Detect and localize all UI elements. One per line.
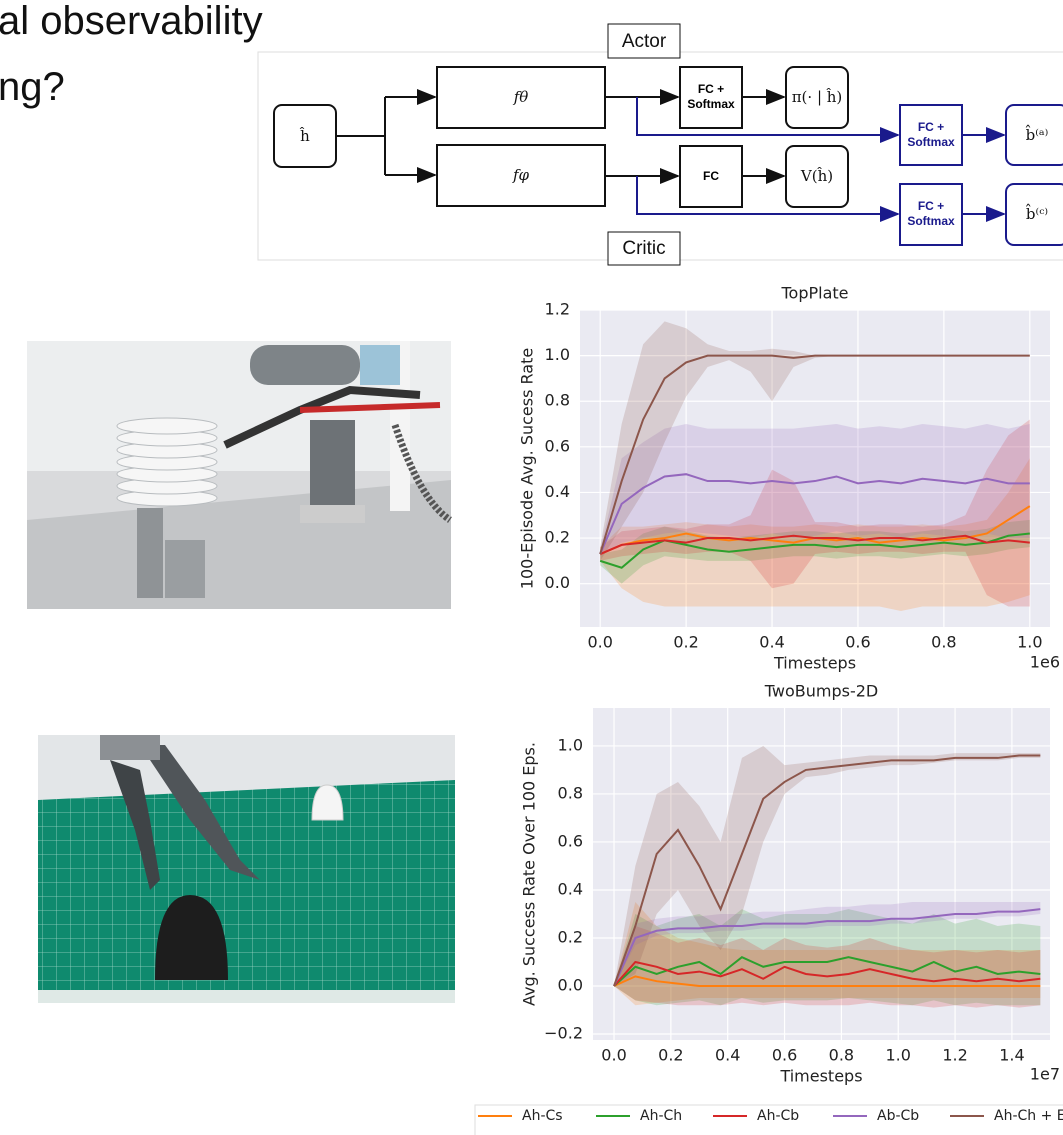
x-tick-label: 0.8 xyxy=(931,633,956,652)
photo-robot-plates xyxy=(27,341,451,609)
node-label: fφ xyxy=(512,166,530,184)
node-label: FC + xyxy=(918,120,944,134)
x-tick-label: 0.8 xyxy=(829,1046,854,1065)
x-tick-label: 0.2 xyxy=(658,1046,683,1065)
x-tick-label: 1.2 xyxy=(942,1046,967,1065)
node-label: FC xyxy=(703,169,719,183)
y-tick-label: 0.0 xyxy=(545,573,570,592)
legend-label: Ab-Cb xyxy=(877,1108,919,1124)
y-tick-label: 1.0 xyxy=(558,735,583,754)
node-label: fθ xyxy=(513,88,529,106)
slide-title: ng? xyxy=(0,65,65,109)
x-tick-label: 0.6 xyxy=(845,633,870,652)
node-label: Softmax xyxy=(907,135,955,149)
chart: −0.2 0.0 0.2 0.4 0.6 0.8 1.0 0.0 0.2 0.4 0.6 0.8 1.0… xyxy=(520,682,1061,1086)
node-label: π(· | ĥ) xyxy=(792,88,843,106)
node-label: FC + xyxy=(698,82,724,96)
actor-label: Actor xyxy=(622,31,667,52)
slide: al observability ng? ĥ xyxy=(0,0,1063,1135)
slide-title: al observability xyxy=(0,0,263,43)
legend-label: Ah-Ch + E xyxy=(994,1108,1063,1124)
node-label: Softmax xyxy=(907,214,955,228)
x-tick-label: 1.0 xyxy=(1017,633,1042,652)
legend: Ah-Cs Ah-Ch Ah-Cb Ab-Cb Ah-Ch + E xyxy=(475,1105,1063,1135)
y-tick-label: 0.6 xyxy=(558,831,583,850)
legend-label: Ah-Cs xyxy=(522,1108,563,1124)
x-tick-label: 1.0 xyxy=(886,1046,911,1065)
node-label: FC + xyxy=(918,199,944,213)
charts: 0.0 0.2 0.4 0.6 0.8 1.0 1.2 0.0 0.2 0.4 0.6 0.8 1.0 T… xyxy=(518,284,1061,1086)
legend-label: Ah-Cb xyxy=(757,1108,799,1124)
x-tick-label: 0.4 xyxy=(759,633,784,652)
diagram: ĥ fθ fφ FC + Softmax π(· | ĥ) FC V(ĥ) FC… xyxy=(258,24,1063,265)
x-offset-label: 1e7 xyxy=(1030,1065,1060,1084)
y-tick-label: 0.6 xyxy=(545,436,570,455)
x-tick-label: 0.0 xyxy=(601,1046,626,1065)
x-tick-label: 0.6 xyxy=(772,1046,797,1065)
x-tick-label: 1.4 xyxy=(999,1046,1024,1065)
y-tick-label: 0.4 xyxy=(545,482,570,501)
node-label: b̂⁽ᵃ⁾ xyxy=(1025,125,1049,144)
y-tick-label: 1.0 xyxy=(545,345,570,364)
chart-title: TwoBumps-2D xyxy=(764,682,878,701)
y-tick-label: 0.8 xyxy=(545,391,570,410)
x-tick-label: 0.2 xyxy=(673,633,698,652)
x-offset-label: 1e6 xyxy=(1030,653,1060,672)
y-tick-label: 0.2 xyxy=(545,528,570,547)
chart: 0.0 0.2 0.4 0.6 0.8 1.0 1.2 0.0 0.2 0.4 0.6 0.8 1.0 T… xyxy=(518,284,1061,673)
node-label: ĥ xyxy=(299,127,310,145)
y-tick-label: −0.2 xyxy=(544,1023,583,1042)
y-axis-label: 100-Episode Avg. Sucess Rate xyxy=(518,348,537,589)
x-tick-label: 0.0 xyxy=(587,633,612,652)
x-axis-label: Timesteps xyxy=(773,654,856,673)
legend-label: Ah-Ch xyxy=(640,1108,682,1124)
y-tick-label: 0.4 xyxy=(558,879,583,898)
y-axis-label: Avg. Success Rate Over 100 Eps. xyxy=(520,742,539,1006)
y-tick-label: 0.8 xyxy=(558,783,583,802)
y-tick-label: 1.2 xyxy=(545,300,570,319)
chart-title: TopPlate xyxy=(780,284,848,303)
critic-label: Critic xyxy=(622,238,665,259)
node-label: b̂⁽ᶜ⁾ xyxy=(1025,204,1048,223)
node-label: Softmax xyxy=(687,97,735,111)
photo-gripper-bumps xyxy=(38,735,455,1003)
page: al observability ng? ĥ xyxy=(0,0,1063,1135)
y-tick-label: 0.0 xyxy=(558,975,583,994)
node-label: V(ĥ) xyxy=(800,167,833,185)
y-tick-label: 0.2 xyxy=(558,927,583,946)
x-axis-label: Timesteps xyxy=(779,1067,862,1086)
x-tick-label: 0.4 xyxy=(715,1046,740,1065)
